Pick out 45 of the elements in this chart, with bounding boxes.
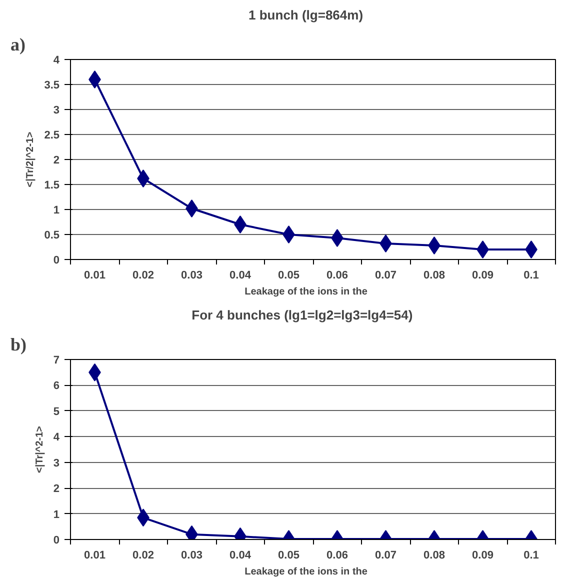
x-tick-label: 0.06 <box>326 270 348 282</box>
y-tick-label: 2.5 <box>44 130 60 142</box>
x-tick-label: 0.04 <box>230 270 252 282</box>
x-tick-label: 0.1 <box>524 550 539 562</box>
y-tick-label: 3.5 <box>44 80 60 92</box>
x-tick-label: 0.03 <box>181 270 202 282</box>
y-tick-label: 6 <box>53 380 60 392</box>
x-tick-label: 0.01 <box>84 550 106 562</box>
x-tick-label: 0.08 <box>424 550 445 562</box>
x-tick-label: 0.02 <box>132 270 154 282</box>
y-tick-label: 1.5 <box>44 180 60 192</box>
x-tick-label: 0.07 <box>375 550 396 562</box>
y-tick-label: 1 <box>53 508 60 521</box>
x-tick-label: 0.05 <box>278 550 300 562</box>
x-tick-label: 0.01 <box>84 270 106 282</box>
x-tick-label: 0.07 <box>375 270 396 282</box>
y-tick-label: 4 <box>53 432 60 444</box>
x-tick-label: 0.02 <box>132 550 154 562</box>
x-axis-title: Leakage of the ions in the <box>244 286 368 298</box>
text: a) <box>10 34 26 54</box>
x-axis-title: Leakage of the ions in the <box>244 566 368 578</box>
y-axis-title: <|Tr|^2-1> <box>34 426 46 474</box>
y-tick-label: 2 <box>53 483 60 496</box>
y-tick-label: 0 <box>53 534 60 546</box>
y-tick-label: 4 <box>53 54 60 66</box>
y-tick-label: 3 <box>53 457 60 470</box>
y-tick-label: 3 <box>53 104 60 116</box>
y-tick-label: 0.5 <box>44 230 60 242</box>
x-tick-label: 0.09 <box>472 270 494 282</box>
y-tick-label: 7 <box>53 354 60 366</box>
y-tick-label: 2 <box>53 154 60 166</box>
text: b) <box>10 334 27 354</box>
y-axis-title: <|Tr/2|^2-1> <box>25 132 36 188</box>
x-tick-label: 0.05 <box>278 270 300 282</box>
x-tick-label: 0.06 <box>326 550 348 562</box>
x-tick-label: 0.08 <box>424 270 445 282</box>
chart-title: 1 bunch (lg=864m) <box>248 8 364 22</box>
y-tick-label: 1 <box>53 204 60 216</box>
y-tick-label: 5 <box>53 406 60 418</box>
x-tick-label: 0.03 <box>181 550 202 562</box>
x-tick-label: 0.04 <box>230 550 252 562</box>
chart-title: For 4 bunches (lg1=lg2=lg3=lg4=54) <box>192 308 413 322</box>
x-tick-label: 0.09 <box>472 550 494 562</box>
y-tick-label: 0 <box>53 254 60 266</box>
x-tick-label: 0.1 <box>524 270 539 282</box>
